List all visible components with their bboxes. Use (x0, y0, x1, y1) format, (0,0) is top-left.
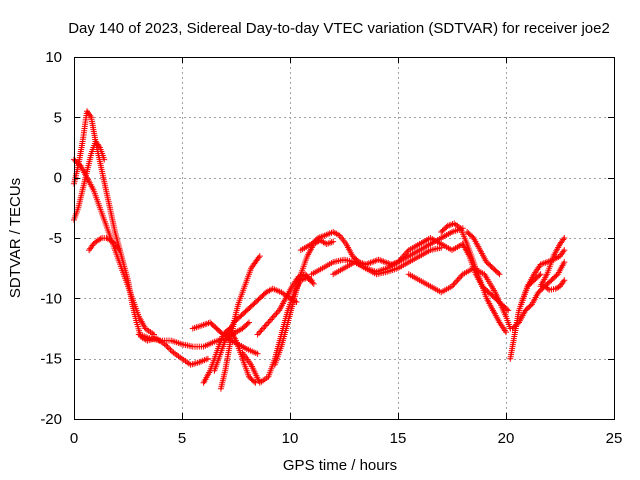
data-point-marker (257, 328, 264, 335)
data-point-marker (254, 331, 261, 338)
y-tick-label: 10 (45, 49, 62, 66)
data-point-marker (310, 280, 317, 287)
data-series (541, 277, 568, 293)
x-tick-label: 15 (390, 430, 407, 447)
data-point-marker (260, 325, 266, 332)
data-series (509, 259, 568, 332)
data-point-marker (272, 311, 279, 318)
y-tick-label: 0 (54, 170, 62, 187)
data-point-marker (116, 247, 123, 254)
data-point-marker (101, 156, 108, 163)
data-series (71, 156, 157, 338)
x-tick-labels: 0 5 10 15 20 25 (70, 430, 623, 447)
data-point-marker (544, 285, 551, 292)
data-point-marker (505, 307, 512, 314)
data-series (507, 271, 544, 362)
data-point-marker (561, 247, 568, 254)
data-point-marker (204, 355, 211, 362)
data-point-marker (457, 274, 464, 281)
data-series (239, 274, 317, 386)
x-tick-label: 5 (178, 430, 186, 447)
data-point-marker (308, 277, 315, 284)
data-point-marker (244, 320, 251, 327)
y-tick-labels: -20 -15 -10 -5 0 5 10 (40, 49, 62, 428)
grid-lines (74, 57, 614, 419)
data-point-marker (453, 278, 460, 285)
data-point-marker (251, 378, 258, 385)
data-point-marker (451, 280, 458, 287)
data-series (518, 247, 568, 308)
x-axis-label: GPS time / hours (283, 457, 397, 474)
data-point-marker (262, 322, 269, 329)
data-point-marker (561, 235, 568, 241)
y-tick-label: 5 (54, 109, 62, 126)
data-series (254, 271, 315, 338)
data-series (405, 265, 514, 332)
data-point-marker (256, 253, 263, 260)
data-point-marker (163, 342, 170, 349)
x-tick-label: 0 (70, 430, 78, 447)
data-series (217, 253, 263, 392)
y-tick-label: -20 (40, 411, 62, 428)
y-tick-label: -15 (40, 351, 62, 368)
data-point-marker (254, 350, 261, 357)
data-series (459, 241, 512, 314)
data-point-marker (503, 329, 509, 336)
y-tick-label: -5 (49, 230, 62, 247)
chart-title: Day 140 of 2023, Sidereal Day-to-day VTE… (68, 20, 610, 37)
data-point-marker (496, 271, 503, 278)
data-point-marker (438, 244, 445, 251)
data-series (86, 235, 123, 254)
x-tick-label: 10 (282, 430, 299, 447)
data-point-marker (273, 310, 280, 317)
x-tick-label: 25 (606, 430, 623, 447)
data-point-marker (561, 277, 568, 284)
x-tick-label: 20 (498, 430, 515, 447)
data-point-marker (503, 306, 510, 313)
data-point-marker (265, 319, 272, 326)
data-series (537, 235, 568, 290)
data-point-marker (270, 313, 277, 320)
data-point-marker (561, 259, 568, 266)
data-point-marker (246, 319, 252, 326)
y-axis-label: SDTVAR / TECUs (7, 178, 24, 298)
data-point-marker (307, 276, 314, 282)
axis-ticks (74, 57, 615, 420)
data-series (438, 220, 509, 336)
data-point-marker (97, 235, 104, 242)
data-point-marker (495, 270, 502, 276)
data-series (71, 138, 108, 223)
data-series (330, 244, 445, 278)
data-point-marker (454, 277, 461, 284)
data-series (271, 237, 337, 368)
data-point-marker (166, 345, 172, 352)
data-point-marker (167, 346, 174, 353)
data-point-marker (150, 331, 157, 338)
data-series (464, 229, 503, 278)
data-point-marker (536, 272, 543, 279)
y-tick-label: -10 (40, 290, 62, 307)
data-point-marker (164, 344, 171, 350)
data-point-marker (330, 238, 337, 245)
data-point-marker (537, 271, 544, 278)
data-points (71, 108, 568, 392)
